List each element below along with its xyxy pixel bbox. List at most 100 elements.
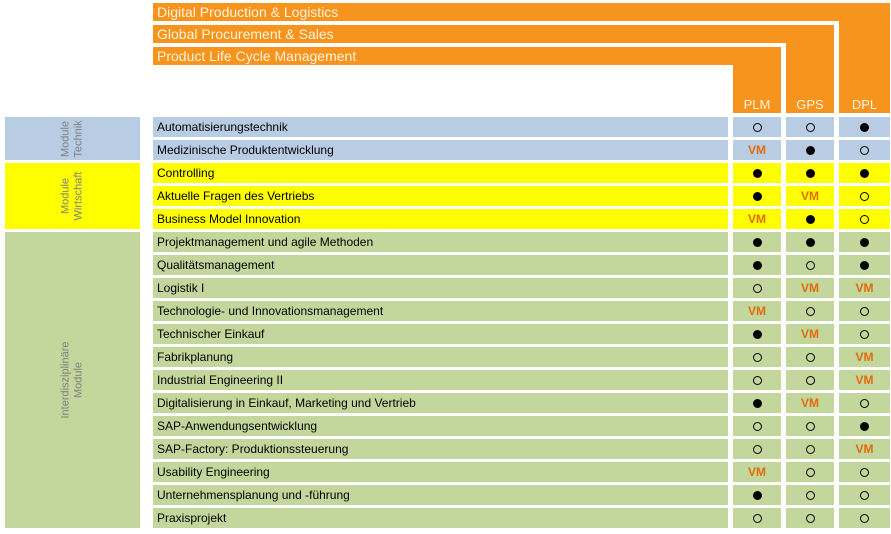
vm-marker: VM (855, 281, 874, 295)
filled-circle-icon (752, 191, 762, 201)
gps-cell: VM (786, 393, 834, 413)
gps-cell (786, 140, 834, 160)
vm-marker: VM (855, 350, 874, 364)
program-bar-dpl: Digital Production & Logistics (153, 3, 890, 21)
module-name-cell: Technischer Einkauf (153, 324, 728, 344)
open-circle-icon (805, 490, 815, 500)
open-circle-icon (805, 513, 815, 523)
filled-circle-icon (805, 145, 815, 155)
vm-marker: VM (801, 327, 819, 341)
filled-circle-icon (752, 237, 762, 247)
dpl-cell (839, 186, 890, 206)
vm-marker: VM (748, 143, 766, 157)
vm-marker: VM (748, 465, 766, 479)
gps-cell (786, 255, 834, 275)
module-name-cell: Automatisierungstechnik (153, 117, 728, 137)
gps-cell: VM (786, 186, 834, 206)
plm-cell (733, 416, 781, 436)
open-circle-icon (860, 145, 869, 155)
plm-cell: VM (733, 301, 781, 321)
open-circle-icon (752, 513, 762, 523)
dpl-cell (839, 416, 890, 436)
dpl-cell (839, 209, 890, 229)
vm-marker: VM (801, 281, 819, 295)
column-header-gps: GPS (796, 97, 824, 112)
open-circle-icon (805, 421, 815, 431)
program-bar-dpl-label: Digital Production & Logistics (157, 4, 339, 20)
dpl-cell (839, 301, 890, 321)
open-circle-icon (860, 306, 869, 316)
gps-cell (786, 439, 834, 459)
dpl-cell (839, 117, 890, 137)
dpl-cell (839, 232, 890, 252)
open-circle-icon (805, 260, 815, 270)
gps-cell (786, 370, 834, 390)
dpl-cell: VM (839, 278, 890, 298)
gps-cell (786, 301, 834, 321)
open-circle-icon (752, 352, 762, 362)
group-block-1: Module Wirtschaft (5, 163, 140, 229)
plm-cell: VM (733, 462, 781, 482)
dpl-cell (839, 163, 890, 183)
dpl-cell (839, 485, 890, 505)
open-circle-icon (752, 283, 762, 293)
module-name-cell: Projektmanagement und agile Methoden (153, 232, 728, 252)
plm-cell (733, 508, 781, 528)
dpl-cell (839, 324, 890, 344)
plm-cell (733, 278, 781, 298)
filled-circle-icon (752, 329, 762, 339)
vm-marker: VM (748, 304, 766, 318)
program-bar-gps: Global Procurement & Sales (153, 25, 834, 43)
open-circle-icon (752, 375, 762, 385)
open-circle-icon (860, 398, 869, 408)
filled-circle-icon (752, 260, 762, 270)
plm-cell (733, 186, 781, 206)
gps-cell (786, 416, 834, 436)
plm-cell (733, 485, 781, 505)
open-circle-icon (860, 214, 869, 224)
group-block-2: Interdisziplinäre Module (5, 232, 140, 528)
module-name-cell: Logistik I (153, 278, 728, 298)
module-name-cell: Business Model Innovation (153, 209, 728, 229)
column-stub-plm: PLM (733, 47, 781, 113)
open-circle-icon (860, 513, 869, 523)
module-name-cell: Aktuelle Fragen des Vertriebs (153, 186, 728, 206)
module-name-cell: SAP-Factory: Produktionssteuerung (153, 439, 728, 459)
gps-cell (786, 232, 834, 252)
gps-cell (786, 347, 834, 367)
open-circle-icon (805, 444, 815, 454)
plm-cell (733, 370, 781, 390)
dpl-cell (839, 393, 890, 413)
plm-cell (733, 255, 781, 275)
module-name-cell: Technologie- und Innovationsmanagement (153, 301, 728, 321)
column-header-dpl: DPL (851, 97, 878, 112)
filled-circle-icon (805, 237, 815, 247)
vm-marker: VM (801, 189, 819, 203)
column-header-plm: PLM (743, 97, 771, 112)
module-name-cell: Unternehmensplanung und -führung (153, 485, 728, 505)
group-block-0: Module Technik (5, 117, 140, 160)
open-circle-icon (860, 467, 869, 477)
module-name-cell: Medizinische Produktentwicklung (153, 140, 728, 160)
filled-circle-icon (805, 168, 815, 178)
module-name-cell: Fabrikplanung (153, 347, 728, 367)
filled-circle-icon (752, 398, 762, 408)
vm-marker: VM (748, 212, 766, 226)
module-name-cell: Controlling (153, 163, 728, 183)
filled-circle-icon (752, 490, 762, 500)
module-name-cell: Qualitätsmanagement (153, 255, 728, 275)
module-name-cell: Praxisprojekt (153, 508, 728, 528)
filled-circle-icon (860, 237, 869, 247)
group-label: Interdisziplinäre Module (59, 341, 85, 419)
plm-cell (733, 393, 781, 413)
filled-circle-icon (752, 168, 762, 178)
gps-cell (786, 508, 834, 528)
open-circle-icon (752, 444, 762, 454)
plm-cell (733, 347, 781, 367)
open-circle-icon (752, 421, 762, 431)
plm-cell: VM (733, 209, 781, 229)
group-label: Module Technik (59, 119, 85, 158)
gps-cell (786, 485, 834, 505)
dpl-cell: VM (839, 370, 890, 390)
gps-cell (786, 209, 834, 229)
